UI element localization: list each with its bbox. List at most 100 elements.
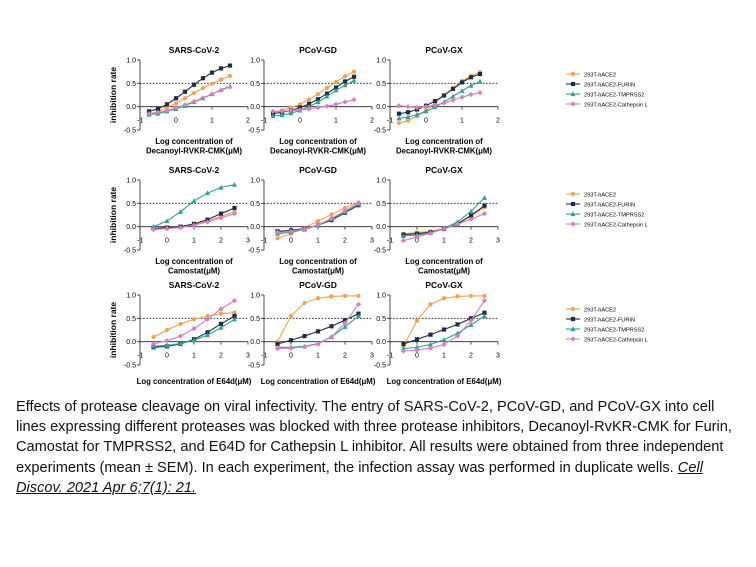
data-point (218, 311, 224, 316)
data-point (454, 221, 461, 227)
data-point (414, 337, 420, 342)
data-point (477, 71, 483, 77)
y-tick-label: -0.5 (374, 128, 386, 135)
data-point (178, 321, 183, 327)
data-point (227, 63, 233, 68)
series-line (153, 184, 235, 228)
data-point (315, 222, 321, 228)
chart-panel: SARS-CoV-2 -0.5 0.0 0.5 1.0 -1 0 1 2 3 inhibition … (108, 280, 252, 386)
x-axis-label: Log concentration of E64d(μM) (387, 377, 502, 386)
data-point (301, 226, 308, 232)
data-point (441, 337, 447, 342)
data-point (302, 333, 307, 339)
data-point (459, 94, 465, 100)
data-point (315, 296, 321, 301)
data-point (401, 341, 406, 347)
y-tick-label: 0.5 (126, 201, 136, 208)
data-point (178, 209, 183, 214)
data-point (151, 334, 156, 340)
data-point (450, 97, 456, 103)
legend-marker (570, 211, 576, 217)
series-line (148, 86, 231, 115)
data-point (218, 324, 224, 330)
data-point (355, 301, 362, 307)
data-point (405, 104, 411, 110)
x-tick-label: 1 (442, 238, 446, 245)
data-point (182, 96, 188, 101)
data-point (414, 344, 420, 350)
chart-panel: PCoV-GX -0.5 0.0 0.5 1.0 -1 0 1 2 Log concentrati… (374, 45, 500, 156)
data-point (355, 200, 362, 206)
data-point (328, 215, 335, 221)
legend-label: 293T-hACE2 (584, 73, 616, 79)
data-point (191, 317, 197, 322)
data-point (306, 97, 312, 102)
data-point (477, 90, 483, 96)
data-point (405, 110, 411, 115)
x-tick-label: 1 (316, 238, 320, 245)
data-point (342, 318, 348, 323)
chart-panel: SARS-CoV-2 -0.5 0.0 0.5 1.0 -1 0 1 2 3 inhibition … (108, 165, 250, 276)
y-tick-label: 0.5 (250, 81, 260, 88)
data-point (468, 216, 474, 222)
data-point (351, 74, 357, 79)
data-point (414, 105, 420, 111)
data-point (297, 107, 303, 113)
data-point (306, 103, 312, 109)
data-point (164, 225, 170, 232)
data-point (342, 99, 348, 105)
x-tick-label: 1 (192, 238, 196, 245)
y-tick-label: 0.0 (250, 224, 260, 231)
data-point (432, 102, 438, 108)
chart-panel: PCoV-GX -0.5 0.0 0.5 1.0 -1 0 1 2 3 Log concentrat… (374, 280, 502, 386)
series-line (148, 65, 231, 112)
citation-link[interactable]: Cell Discov. 2021 Apr 6;7(1): 21. (16, 459, 703, 496)
x-tick-label: 0 (415, 238, 419, 245)
data-point (155, 109, 161, 115)
legend-label: 293T-hACE2-Cathepsin L (584, 103, 648, 109)
data-point (428, 302, 433, 307)
legend-label: 293T-hACE2-Cathepsin L (584, 338, 648, 344)
data-point (209, 91, 215, 97)
x-axis-label: Decanoyl-RVKR-CMK(μM) (396, 147, 492, 156)
data-point (351, 97, 357, 103)
y-tick-label: 0.0 (250, 339, 260, 346)
x-axis-label: Log concentration of (279, 257, 357, 266)
x-axis-label: Decanoyl-RVKR-CMK(μM) (146, 147, 242, 156)
data-point (306, 106, 312, 112)
data-point (324, 103, 330, 109)
legend-marker (570, 101, 576, 107)
data-point (200, 85, 206, 91)
data-point (232, 313, 237, 319)
x-tick-label: -1 (261, 238, 267, 245)
x-tick-label: -1 (387, 353, 393, 360)
x-tick-label: 3 (496, 238, 500, 245)
data-point (232, 205, 237, 211)
data-point (468, 322, 474, 327)
data-point (274, 346, 281, 352)
data-point (288, 107, 294, 113)
data-point (455, 294, 460, 299)
data-point (477, 78, 483, 84)
y-tick-label: 0.0 (376, 339, 386, 346)
y-tick-label: -0.5 (374, 363, 386, 370)
data-point (315, 329, 321, 334)
x-axis-label: Decanoyl-RVKR-CMK(μM) (270, 147, 366, 156)
data-point (342, 208, 348, 214)
x-axis-label: Camostat(μM) (168, 267, 220, 276)
y-tick-label: 0.5 (376, 201, 386, 208)
data-point (428, 332, 433, 337)
data-point (182, 89, 188, 94)
data-point (441, 341, 447, 348)
data-point (200, 76, 206, 81)
x-tick-label: 2 (219, 353, 223, 360)
chart-panel: PCoV-GD -0.5 0.0 0.5 1.0 -1 0 1 2 3 Log concentrat… (248, 165, 374, 276)
data-point (232, 181, 237, 187)
chart-title: PCoV-GD (299, 45, 337, 55)
data-point (231, 211, 238, 217)
data-point (155, 106, 161, 112)
x-tick-label: 2 (219, 238, 223, 245)
legend-label: 293T-hACE2 (584, 193, 616, 199)
data-point (414, 318, 420, 323)
data-point (328, 334, 335, 340)
